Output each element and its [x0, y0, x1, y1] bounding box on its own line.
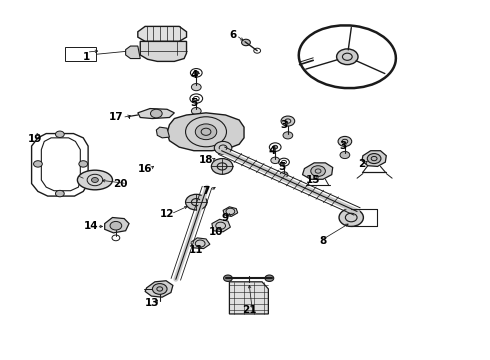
Ellipse shape: [77, 170, 113, 190]
Circle shape: [33, 161, 42, 167]
Text: 4: 4: [190, 69, 197, 80]
Polygon shape: [167, 113, 244, 151]
Text: 6: 6: [229, 30, 237, 40]
Circle shape: [110, 221, 122, 230]
Circle shape: [192, 108, 201, 114]
Text: 17: 17: [109, 112, 123, 122]
Polygon shape: [223, 207, 238, 216]
Text: 9: 9: [222, 212, 229, 222]
Circle shape: [242, 39, 250, 46]
Circle shape: [186, 194, 207, 210]
Polygon shape: [140, 41, 187, 62]
Polygon shape: [156, 127, 170, 138]
Polygon shape: [138, 109, 174, 118]
Circle shape: [281, 116, 294, 126]
Circle shape: [196, 124, 217, 140]
Text: 3: 3: [339, 141, 346, 151]
Text: 12: 12: [160, 209, 174, 219]
Polygon shape: [229, 282, 269, 314]
Circle shape: [311, 166, 325, 176]
Polygon shape: [362, 151, 386, 166]
Circle shape: [214, 141, 232, 154]
Text: 21: 21: [243, 305, 257, 315]
Polygon shape: [125, 46, 140, 59]
Text: 8: 8: [319, 236, 326, 246]
Text: 2: 2: [358, 159, 366, 169]
Polygon shape: [105, 217, 129, 233]
Text: 3: 3: [280, 120, 288, 130]
Text: 19: 19: [27, 134, 42, 144]
Text: 11: 11: [189, 245, 203, 255]
Circle shape: [150, 109, 162, 118]
Polygon shape: [191, 238, 210, 249]
Circle shape: [211, 158, 233, 174]
Circle shape: [337, 49, 358, 64]
Text: 5: 5: [278, 162, 285, 172]
Circle shape: [265, 275, 274, 282]
Circle shape: [79, 161, 88, 167]
Circle shape: [273, 145, 278, 149]
Polygon shape: [302, 163, 333, 179]
Text: 15: 15: [306, 175, 320, 185]
Circle shape: [338, 136, 352, 147]
Circle shape: [340, 152, 350, 158]
Circle shape: [283, 132, 293, 139]
Circle shape: [223, 275, 232, 282]
Circle shape: [152, 284, 167, 294]
Circle shape: [280, 172, 288, 177]
Text: 7: 7: [202, 186, 210, 196]
Text: 18: 18: [199, 156, 213, 165]
Circle shape: [55, 131, 64, 138]
Text: 14: 14: [84, 221, 99, 231]
Polygon shape: [145, 281, 173, 297]
Circle shape: [339, 208, 364, 226]
Circle shape: [92, 177, 98, 183]
Text: 16: 16: [138, 164, 152, 174]
Text: 1: 1: [83, 52, 90, 62]
Polygon shape: [212, 219, 230, 232]
Text: 5: 5: [190, 98, 197, 108]
Text: 10: 10: [209, 227, 223, 237]
Polygon shape: [138, 26, 187, 41]
Text: 4: 4: [268, 147, 275, 157]
Circle shape: [271, 157, 280, 163]
Text: 20: 20: [114, 179, 128, 189]
Circle shape: [192, 84, 201, 91]
Circle shape: [368, 154, 381, 163]
Circle shape: [194, 71, 199, 75]
Bar: [65, 47, 97, 62]
Circle shape: [55, 190, 64, 197]
Text: 13: 13: [145, 298, 160, 308]
